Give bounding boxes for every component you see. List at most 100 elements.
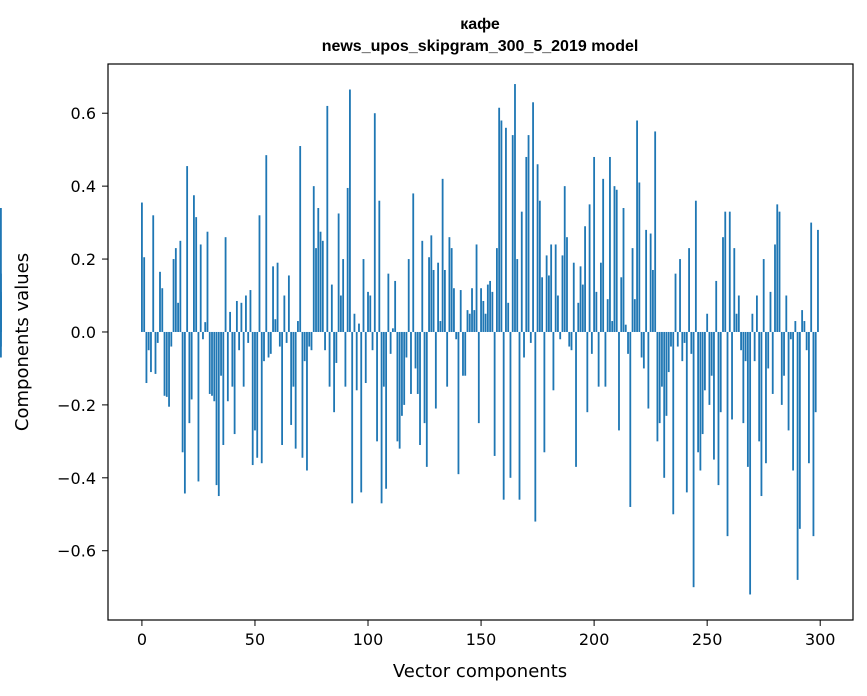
bar [344, 331, 347, 387]
bar [281, 331, 283, 445]
bar [529, 331, 532, 343]
bar [792, 331, 794, 471]
bar [690, 331, 693, 354]
bar [491, 291, 494, 332]
bar [258, 215, 261, 332]
axes-frame [107, 63, 854, 621]
bar [697, 331, 700, 453]
bar [150, 331, 152, 373]
bar [290, 331, 293, 425]
bar [235, 300, 238, 332]
bar [376, 331, 378, 442]
bar [685, 331, 688, 493]
bar [719, 331, 722, 413]
bar [814, 331, 817, 413]
bar [699, 331, 702, 471]
bar [215, 331, 218, 486]
bar [523, 331, 525, 358]
bar [518, 331, 521, 500]
bar [688, 248, 690, 332]
bar [604, 331, 607, 387]
bar [401, 331, 403, 416]
bar [355, 331, 358, 391]
bar [206, 231, 209, 332]
bar [731, 331, 733, 420]
bar [638, 182, 641, 332]
y-tick-label: 0.0 [71, 323, 96, 342]
bar [263, 331, 265, 362]
y-tick-label: 0.4 [71, 177, 96, 196]
bar [358, 323, 360, 332]
chart-title-line-2: news_upos_skipgram_300_5_2019 model [322, 38, 639, 55]
bar [568, 331, 571, 347]
bar [364, 331, 367, 384]
bar [541, 277, 544, 332]
bar [287, 275, 290, 332]
bar [642, 331, 645, 369]
bar [486, 284, 489, 332]
bar [746, 331, 749, 467]
bar [756, 295, 758, 332]
bar [473, 310, 476, 332]
bar [211, 331, 213, 396]
bar [633, 299, 636, 332]
bar [337, 213, 340, 332]
bar [742, 331, 745, 424]
bar [224, 237, 227, 332]
y-tick-label: −0.4 [57, 469, 96, 488]
bar [425, 331, 428, 467]
bar [538, 200, 541, 332]
bar [450, 248, 453, 332]
bar [674, 273, 677, 332]
bar [410, 331, 412, 394]
bar [367, 291, 369, 332]
bar [193, 195, 195, 332]
bar [245, 295, 247, 332]
bar [588, 204, 591, 332]
bar [676, 331, 679, 347]
bar [283, 295, 286, 332]
bar [706, 313, 709, 332]
bar [242, 331, 245, 387]
bar [330, 284, 333, 332]
bar [351, 331, 354, 504]
bar [758, 331, 761, 442]
bar [477, 331, 480, 424]
bar [254, 331, 256, 431]
bar [672, 331, 675, 515]
bar [636, 120, 638, 332]
x-tick-label: 200 [579, 630, 610, 649]
bar [349, 89, 351, 332]
bar [339, 295, 342, 332]
bar [724, 211, 727, 332]
bar [805, 331, 808, 351]
bar [713, 331, 715, 460]
bar [256, 331, 259, 458]
bar [462, 331, 464, 376]
bar [179, 240, 182, 332]
x-tick-label: 50 [245, 630, 265, 649]
bar [787, 331, 790, 431]
bar [446, 331, 449, 387]
bar [681, 331, 684, 362]
bar [188, 331, 191, 424]
bar [204, 322, 207, 332]
y-tick-label: 0.6 [71, 104, 96, 123]
bar [0, 208, 2, 332]
bar [667, 331, 670, 373]
bar [233, 331, 236, 435]
bar [783, 331, 785, 376]
bar [310, 331, 313, 351]
bar [507, 302, 510, 332]
bar [412, 193, 415, 332]
bar [794, 321, 797, 332]
bar [597, 331, 600, 387]
bar [778, 211, 781, 332]
bar [181, 331, 184, 453]
bar [177, 302, 179, 332]
bar [575, 331, 577, 467]
bar [163, 331, 166, 396]
bar [362, 259, 365, 332]
